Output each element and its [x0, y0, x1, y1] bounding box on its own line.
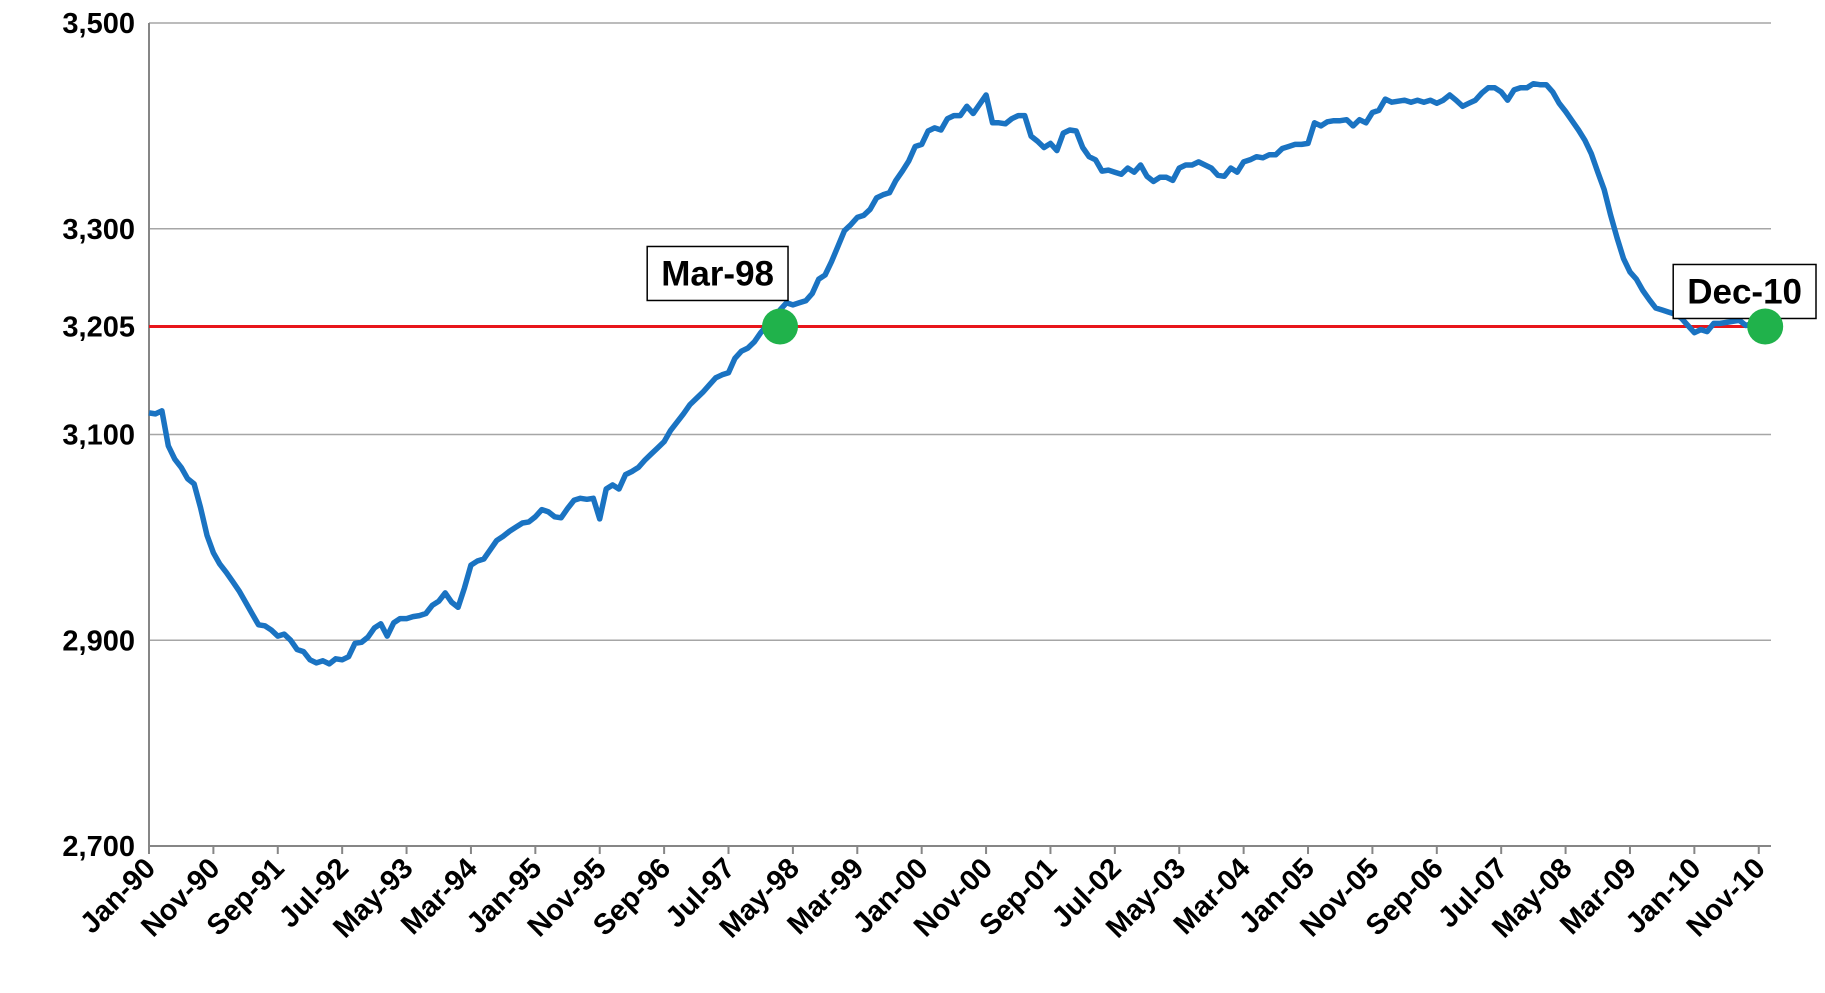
annotation-label: Mar-98	[661, 254, 774, 293]
y-tick-label: 2,700	[62, 831, 135, 863]
series-line	[148, 80, 1768, 667]
y-tick-label: 3,100	[62, 420, 135, 452]
annotation-point	[762, 308, 799, 345]
y-tick-label: 3,300	[62, 214, 135, 246]
y-tick-label: 3,500	[62, 8, 135, 40]
annotation-box	[646, 245, 789, 302]
annotation-point	[1747, 308, 1784, 345]
y-tick-label: 3,205	[62, 311, 135, 343]
annotation-box	[1672, 263, 1817, 320]
y-tick-label: 2,900	[62, 625, 135, 657]
annotation-label: Dec-10	[1687, 272, 1802, 311]
